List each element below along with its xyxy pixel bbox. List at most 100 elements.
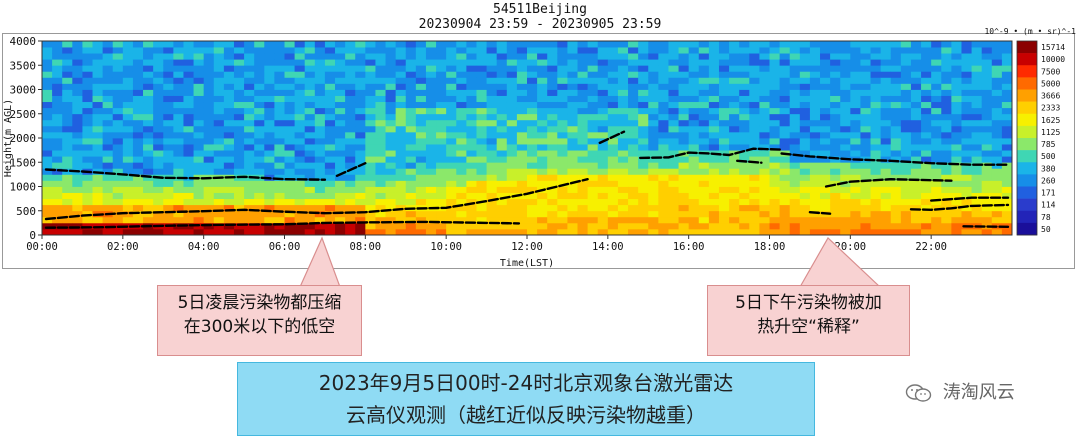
heatmap-cell xyxy=(729,186,740,193)
heatmap-cell xyxy=(557,47,568,54)
heatmap-cell xyxy=(415,101,427,109)
heatmap-cell xyxy=(1001,131,1013,139)
heatmap-cell xyxy=(213,125,225,133)
heatmap-cell xyxy=(1001,174,1013,181)
heatmap-cell xyxy=(163,168,174,175)
heatmap-cell xyxy=(436,150,447,157)
heatmap-cell xyxy=(42,41,53,48)
heatmap-cell xyxy=(820,162,831,169)
heatmap-cell xyxy=(971,150,983,157)
heatmap-cell xyxy=(648,65,659,72)
heatmap-cell xyxy=(779,162,791,169)
heatmap-cell xyxy=(880,41,892,48)
heatmap-cell xyxy=(244,144,255,151)
heatmap-cell xyxy=(42,228,53,236)
x-tick-label: 02:00 xyxy=(107,241,139,253)
heatmap-cell xyxy=(587,101,599,109)
heatmap-cell xyxy=(1001,138,1013,145)
heatmap-cell xyxy=(910,162,922,169)
heatmap-cell xyxy=(153,83,164,90)
heatmap-cell xyxy=(446,125,457,133)
heatmap-cell xyxy=(274,89,285,96)
heatmap-cell xyxy=(910,113,922,121)
heatmap-cell xyxy=(547,204,558,212)
heatmap-cell xyxy=(648,174,659,181)
heatmap-cell xyxy=(42,101,53,109)
heatmap-cell xyxy=(153,47,164,54)
heatmap-cell xyxy=(72,47,83,54)
heatmap-cell xyxy=(708,77,720,84)
heatmap-cell xyxy=(72,222,83,230)
heatmap-cell xyxy=(274,228,285,236)
heatmap-cell xyxy=(951,216,962,224)
heatmap-cell xyxy=(436,192,447,200)
heatmap-cell xyxy=(567,101,578,109)
heatmap-cell xyxy=(385,41,397,48)
heatmap-cell xyxy=(345,204,356,212)
heatmap-cell xyxy=(284,174,296,181)
heatmap-cell xyxy=(82,101,93,109)
heatmap-cell xyxy=(132,138,144,145)
heatmap-cell xyxy=(264,150,275,157)
heatmap-cell xyxy=(506,216,518,224)
heatmap-cell xyxy=(729,65,740,72)
heatmap-cell xyxy=(658,180,669,187)
heatmap-cell xyxy=(486,228,498,236)
heatmap-cell xyxy=(739,77,750,84)
heatmap-cell xyxy=(496,168,508,175)
heatmap-cell xyxy=(587,198,599,206)
heatmap-cell xyxy=(163,198,174,206)
heatmap-cell xyxy=(486,59,498,66)
heatmap-cell xyxy=(405,144,417,151)
heatmap-cell xyxy=(446,162,457,169)
heatmap-cell xyxy=(1001,59,1013,66)
heatmap-cell xyxy=(799,89,811,96)
heatmap-cell xyxy=(355,107,366,115)
heatmap-cell xyxy=(658,95,669,103)
heatmap-cell xyxy=(193,125,205,133)
heatmap-cell xyxy=(335,107,346,115)
heatmap-cell xyxy=(122,168,134,175)
heatmap-cell xyxy=(718,77,730,84)
heatmap-cell xyxy=(132,95,144,103)
heatmap-cell xyxy=(304,228,316,236)
heatmap-cell xyxy=(971,180,983,187)
heatmap-cell xyxy=(304,107,316,115)
heatmap-cell xyxy=(991,210,1003,218)
heatmap-cell xyxy=(941,156,952,163)
heatmap-cell xyxy=(446,41,457,48)
heatmap-cell xyxy=(304,95,316,103)
heatmap-cell xyxy=(294,53,306,60)
heatmap-cell xyxy=(547,198,558,206)
heatmap-cell xyxy=(153,131,164,139)
heatmap-cell xyxy=(193,228,205,236)
heatmap-cell xyxy=(597,216,609,224)
heatmap-cell xyxy=(617,222,629,230)
heatmap-cell xyxy=(244,180,255,187)
heatmap-cell xyxy=(42,71,53,78)
heatmap-cell xyxy=(789,156,801,163)
heatmap-cell xyxy=(607,89,619,96)
heatmap-cell xyxy=(456,41,467,48)
heatmap-cell xyxy=(799,192,811,200)
heatmap-cell xyxy=(789,71,801,78)
heatmap-cell xyxy=(678,89,690,96)
heatmap-cell xyxy=(203,113,215,121)
heatmap-cell xyxy=(385,95,397,103)
heatmap-cell xyxy=(527,77,538,84)
heatmap-cell xyxy=(72,113,83,121)
heatmap-cell xyxy=(607,71,619,78)
heatmap-cell xyxy=(436,47,447,54)
heatmap-cell xyxy=(910,47,922,54)
heatmap-cell xyxy=(910,83,922,90)
heatmap-cell xyxy=(769,168,781,175)
heatmap-cell xyxy=(122,162,134,169)
heatmap-cell xyxy=(466,192,477,200)
heatmap-cell xyxy=(1001,168,1013,175)
heatmap-cell xyxy=(880,95,892,103)
heatmap-cell xyxy=(143,156,154,163)
heatmap-cell xyxy=(557,71,568,78)
heatmap-cell xyxy=(203,89,215,96)
heatmap-cell xyxy=(92,101,104,109)
heatmap-cell xyxy=(213,156,225,163)
